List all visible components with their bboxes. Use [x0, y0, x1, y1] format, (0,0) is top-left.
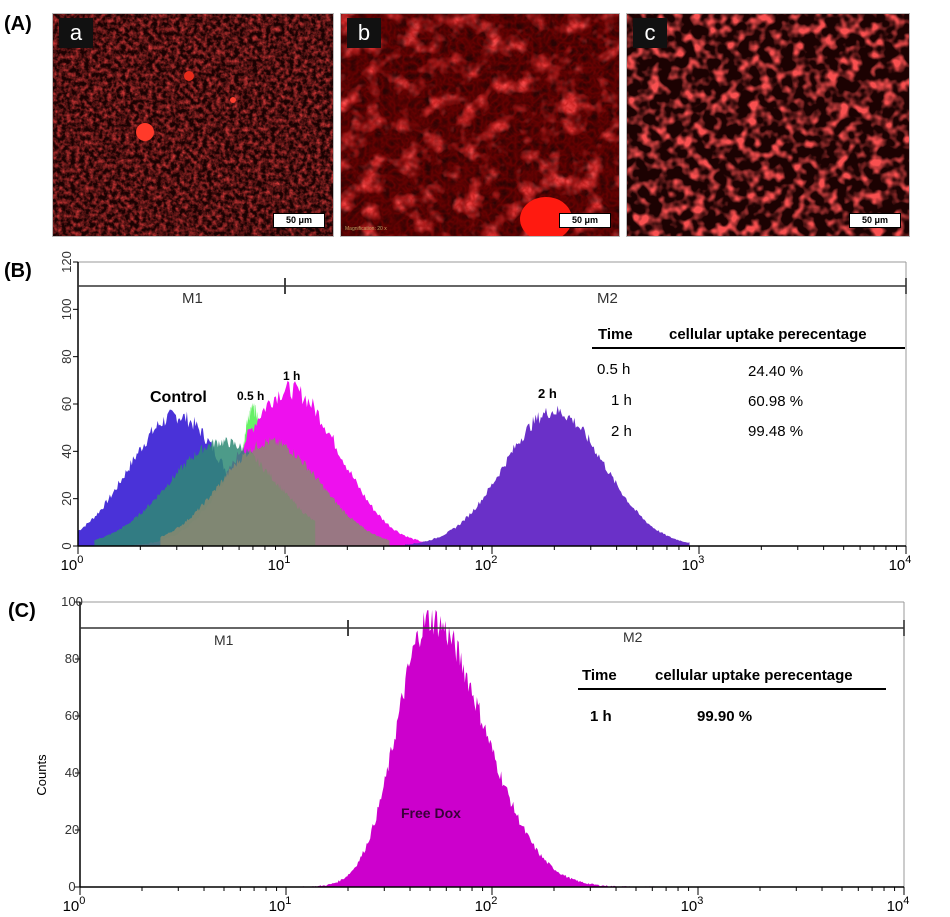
panel-label-a: (A) [4, 13, 32, 35]
y-tick-label: 0 [59, 542, 74, 549]
marker-m1-label: M1 [214, 632, 234, 648]
table-b-header-uptake: cellular uptake perecentage [669, 326, 867, 343]
x-tick-label: 104 [889, 554, 912, 574]
marker-m2-label: M2 [597, 290, 618, 307]
table-b-row-time: 2 h [611, 423, 632, 440]
micrograph-b-image [341, 14, 619, 236]
x-tick-label: 101 [269, 895, 292, 915]
x-tick-label: 100 [61, 554, 84, 574]
micrograph-b-scalebar: 50 μm [559, 213, 611, 228]
series-0.5h-overlap [160, 437, 390, 546]
series-label-control: Control [150, 389, 207, 406]
y-tick-label: 40 [65, 765, 79, 780]
micrograph-c-image [627, 14, 909, 236]
y-tick-label: 60 [59, 397, 74, 411]
series-label-1h: 1 h [283, 369, 300, 383]
x-tick-label: 102 [475, 895, 498, 915]
table-c-row-time: 1 h [590, 708, 612, 725]
micrograph-a-letter: a [59, 18, 93, 48]
y-tick-label: 120 [59, 251, 74, 273]
table-b-header-time: Time [598, 326, 633, 343]
panel-label-b: (B) [4, 260, 32, 282]
marker-m1-label: M1 [182, 290, 203, 307]
table-c-header-time: Time [582, 667, 617, 684]
micrograph-b-letter: b [347, 18, 381, 48]
micrograph-a-scalebar: 50 μm [273, 213, 325, 228]
x-tick-label: 104 [887, 895, 910, 915]
micrograph-c-scalebar: 50 μm [849, 213, 901, 228]
series-free-dox-area [302, 609, 667, 887]
y-tick-label: 20 [65, 822, 79, 837]
y-tick-label: 80 [59, 349, 74, 363]
table-b-row-time: 0.5 h [597, 361, 630, 378]
chart-c: 0 20 40 60 80 100 100 101 102 103 104 Counts Free … [34, 594, 910, 915]
table-b-row-value: 24.40 % [748, 363, 803, 380]
axis-label-counts: Counts [34, 754, 49, 796]
chart-b: 0 20 40 60 80 100 120 100 101 102 103 104 Control 0… [59, 251, 912, 574]
y-tick-label: 80 [65, 651, 79, 666]
table-c-header-uptake: cellular uptake perecentage [655, 667, 853, 684]
panel-label-c: (C) [8, 600, 36, 622]
table-b-row-value: 60.98 % [748, 393, 803, 410]
micrograph-b-magnification: Magnification: 20 x [345, 226, 387, 232]
y-tick-label: 100 [61, 594, 83, 609]
table-b-row-time: 1 h [611, 392, 632, 409]
micrograph-a-image [53, 14, 333, 236]
micrograph-b: b Magnification: 20 x 50 μm [340, 13, 620, 237]
x-tick-label: 101 [268, 554, 291, 574]
y-tick-label: 60 [65, 708, 79, 723]
series-label-free-dox: Free Dox [401, 805, 461, 821]
y-tick-label: 0 [68, 879, 75, 894]
series-label-2h: 2 h [538, 386, 557, 401]
y-tick-label: 20 [59, 491, 74, 505]
table-b-row-value: 99.48 % [748, 423, 803, 440]
y-tick-label: 40 [59, 444, 74, 458]
micrograph-c-letter: c [633, 18, 667, 48]
y-tick-label: 100 [59, 298, 74, 320]
micrograph-c: c 50 μm [626, 13, 910, 237]
marker-m2-label: M2 [623, 629, 643, 645]
x-tick-label: 102 [475, 554, 498, 574]
x-tick-label: 103 [682, 554, 705, 574]
x-tick-label: 100 [63, 895, 86, 915]
series-label-0.5h: 0.5 h [237, 389, 264, 403]
micrograph-a: a 50 μm [52, 13, 334, 237]
x-tick-label: 103 [681, 895, 704, 915]
table-c-row-value: 99.90 % [697, 708, 752, 725]
series-2h-area [405, 405, 690, 546]
